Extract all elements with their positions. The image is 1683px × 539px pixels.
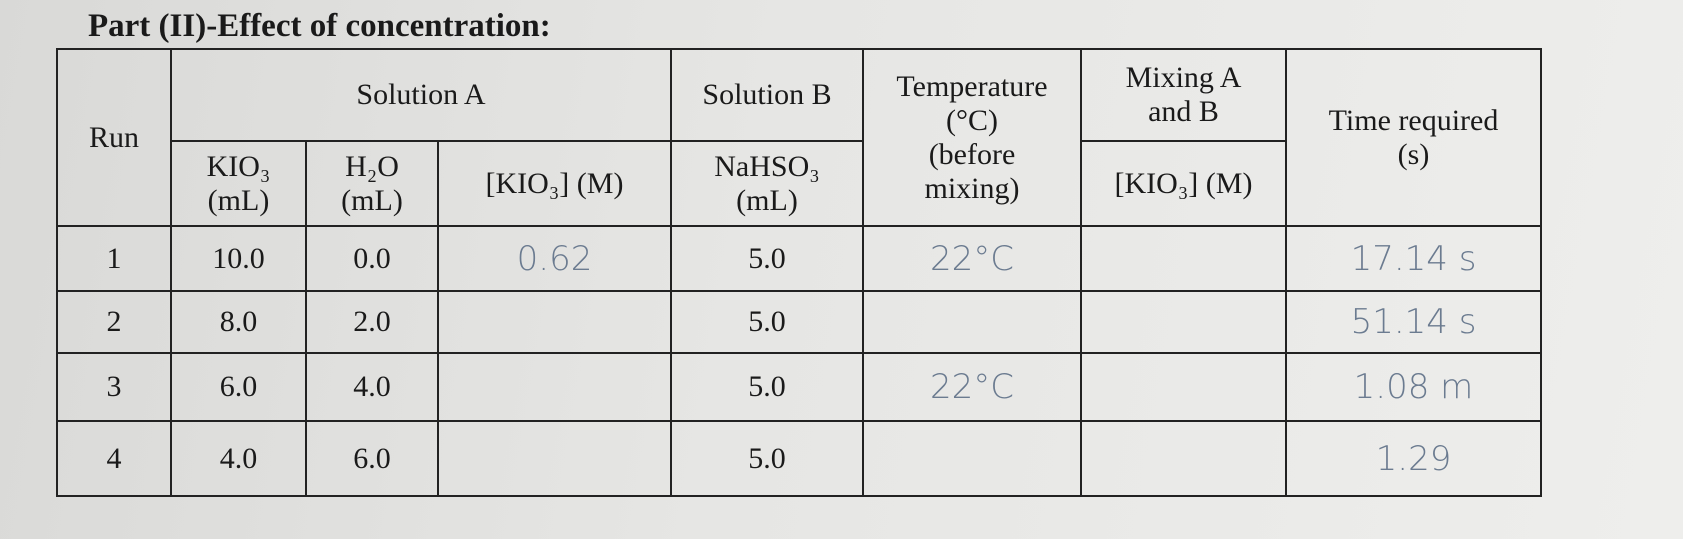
table-cell: 0.0: [305, 225, 439, 292]
table-cell: 6.0: [305, 420, 439, 497]
table-row: 2 8.0 2.0 5.0 51.14 s: [56, 290, 1542, 354]
header-cell: Solution B: [670, 48, 864, 142]
table-cell: 4.0: [305, 352, 439, 422]
table-cell: 10.0: [170, 225, 307, 292]
header-cell: Run: [56, 48, 172, 227]
table-cell: [1080, 225, 1287, 292]
table-cell: 51.14 s: [1285, 290, 1542, 354]
header-cell: NaHSO₃ (mL): [670, 140, 864, 227]
table-cell: [862, 290, 1082, 354]
table-cell: 17.14 s: [1285, 225, 1542, 292]
header-cell: H₂O (mL): [305, 140, 439, 227]
title: Part (II)-Effect of concentration:: [88, 8, 551, 44]
table-cell: [862, 420, 1082, 497]
table-body: 1 10.0 0.0 0.62 5.0 22°C 17.14 s 2 8.0 2.0 5.0 51.1…: [56, 225, 1542, 497]
header-cell: [KIO₃] (M): [437, 140, 672, 227]
table-cell: 1: [56, 225, 172, 292]
table-cell: [437, 352, 672, 422]
header-cell: Temperature (°C) (before mixing): [862, 48, 1082, 227]
table-cell: 1.08 m: [1285, 352, 1542, 422]
table-cell: 5.0: [670, 420, 864, 497]
table-cell: 2: [56, 290, 172, 354]
table-cell: [437, 290, 672, 354]
table-row: 3 6.0 4.0 5.0 22°C 1.08 m: [56, 352, 1542, 422]
table-row: 4 4.0 6.0 5.0 1.29: [56, 420, 1542, 497]
header-cell: KIO₃ (mL): [170, 140, 307, 227]
table-cell: [1080, 420, 1287, 497]
header-cell: Solution A: [170, 48, 672, 142]
table-cell: [1080, 352, 1287, 422]
table-row: 1 10.0 0.0 0.62 5.0 22°C 17.14 s: [56, 225, 1542, 292]
table-cell: [437, 420, 672, 497]
table-cell: 6.0: [170, 352, 307, 422]
table-cell: 5.0: [670, 290, 864, 354]
header-cell: Time required (s): [1285, 48, 1542, 227]
header-cell: [KIO₃] (M): [1080, 140, 1287, 227]
table-cell: 3: [56, 352, 172, 422]
table-cell: 8.0: [170, 290, 307, 354]
table-cell: 2.0: [305, 290, 439, 354]
table-cell: 4: [56, 420, 172, 497]
table-cell: 5.0: [670, 352, 864, 422]
table-cell: 22°C: [862, 352, 1082, 422]
table-cell: 5.0: [670, 225, 864, 292]
table-cell: 1.29: [1285, 420, 1542, 497]
data-table: Run Solution A Solution B Temperature (°…: [56, 48, 1542, 497]
table-cell: [1080, 290, 1287, 354]
table-cell: 22°C: [862, 225, 1082, 292]
table-cell: 0.62: [437, 225, 672, 292]
header-cell: Mixing A and B: [1080, 48, 1287, 142]
table-cell: 4.0: [170, 420, 307, 497]
